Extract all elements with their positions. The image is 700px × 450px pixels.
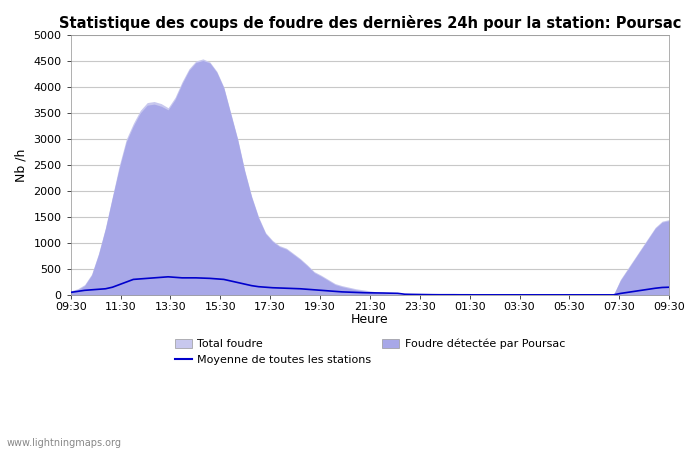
Legend: Total foudre, Moyenne de toutes les stations, Foudre détectée par Poursac: Total foudre, Moyenne de toutes les stat… xyxy=(170,334,569,370)
Y-axis label: Nb /h: Nb /h xyxy=(15,148,28,182)
Title: Statistique des coups de foudre des dernières 24h pour la station: Poursac: Statistique des coups de foudre des dern… xyxy=(59,15,681,31)
X-axis label: Heure: Heure xyxy=(351,313,388,326)
Text: www.lightningmaps.org: www.lightningmaps.org xyxy=(7,438,122,448)
